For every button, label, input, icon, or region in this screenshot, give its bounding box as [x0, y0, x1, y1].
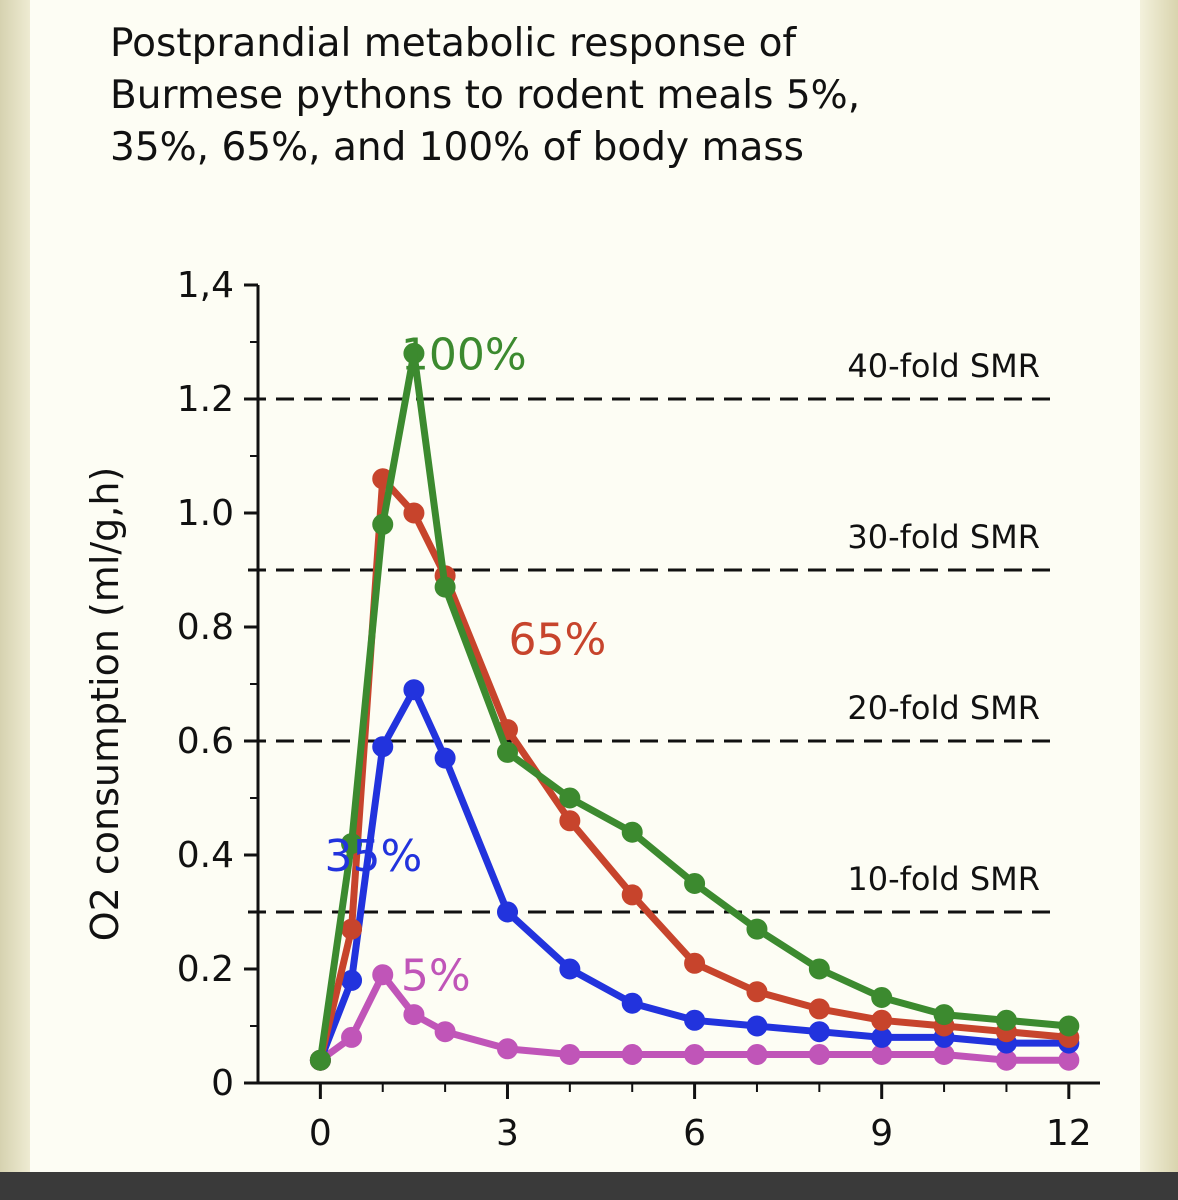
slide-right-edge [1140, 0, 1178, 1200]
smr-reference-label: 30-fold SMR [847, 518, 1040, 556]
data-point [684, 873, 706, 894]
series-label: 5% [401, 951, 471, 1002]
y-tick-label: 0 [211, 1063, 234, 1104]
data-point [372, 736, 394, 758]
data-point [434, 576, 456, 598]
y-tick-label: 1.2 [177, 379, 234, 420]
data-point [559, 810, 581, 832]
data-point [496, 901, 518, 923]
y-tick-label: 0.2 [177, 949, 234, 990]
data-point [434, 747, 456, 769]
data-point [684, 952, 706, 974]
smr-reference-label: 10-fold SMR [847, 860, 1040, 898]
x-tick-label: 9 [870, 1113, 893, 1154]
x-tick-label: 12 [1046, 1113, 1092, 1154]
data-point [403, 342, 425, 364]
data-point [1058, 1015, 1080, 1037]
data-point [808, 1021, 830, 1043]
data-point [808, 998, 830, 1020]
data-point [559, 1044, 581, 1065]
data-point [403, 679, 425, 701]
x-tick-label: 3 [496, 1113, 519, 1154]
data-point [496, 1038, 518, 1060]
data-point [341, 833, 363, 855]
y-tick-label: 1,4 [177, 265, 234, 306]
y-tick-label: 1.0 [177, 493, 234, 534]
smr-reference-label: 20-fold SMR [847, 689, 1040, 727]
data-point [684, 1009, 706, 1031]
series-label: 35% [324, 831, 422, 882]
data-point [933, 1004, 955, 1026]
series-label: 65% [508, 614, 606, 665]
data-point [684, 1044, 706, 1065]
data-point [808, 958, 830, 980]
data-point [559, 787, 581, 809]
data-point [621, 1044, 643, 1065]
y-tick-label: 0.4 [177, 835, 234, 876]
x-tick-label: 6 [683, 1113, 706, 1154]
data-point [995, 1009, 1017, 1031]
data-point [372, 964, 394, 986]
data-point [808, 1044, 830, 1065]
data-point [621, 992, 643, 1014]
data-point [746, 918, 768, 940]
video-control-bar[interactable] [0, 1172, 1178, 1200]
data-point [746, 1044, 768, 1065]
data-point [871, 1009, 893, 1031]
series-label: 100% [401, 329, 527, 380]
data-point [746, 981, 768, 1003]
data-point [341, 1026, 363, 1048]
y-tick-label: 0.8 [177, 607, 234, 648]
smr-reference-label: 40-fold SMR [847, 347, 1040, 385]
y-axis-title: O2 consumption (ml/g,h) [83, 467, 127, 942]
data-point [871, 987, 893, 1008]
data-point [434, 1021, 456, 1043]
chart-title: Postprandial metabolic response of Burme… [110, 21, 861, 170]
data-point [746, 1015, 768, 1037]
x-tick-label: 0 [309, 1113, 332, 1154]
slide-left-edge [0, 0, 30, 1200]
data-point [372, 513, 394, 535]
slide-background [30, 0, 1140, 1200]
data-point [341, 918, 363, 940]
data-point [496, 741, 518, 763]
data-point [309, 1049, 331, 1071]
data-point [621, 884, 643, 906]
data-point [621, 821, 643, 843]
data-point [403, 1004, 425, 1026]
data-point [403, 502, 425, 524]
y-tick-label: 0.6 [177, 721, 234, 762]
data-point [559, 958, 581, 980]
